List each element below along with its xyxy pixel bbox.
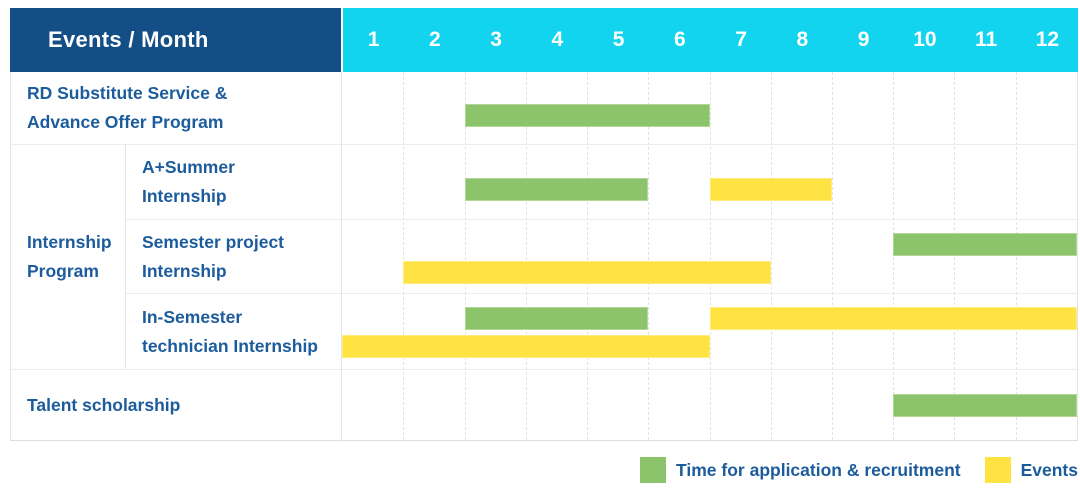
row-label-line: Internship xyxy=(142,185,227,206)
table-body: RD Substitute Service & Advance Offer Pr… xyxy=(10,72,1078,441)
row-semester-project-internship: Semester project Internship xyxy=(126,219,1077,295)
application-recruitment-bar xyxy=(893,394,1077,417)
legend-events-label: Events xyxy=(1020,459,1078,480)
row-label-line: In-Semester xyxy=(142,306,243,327)
row-label: A+Summer Internship xyxy=(126,145,342,219)
legend-application-swatch-icon xyxy=(640,457,667,483)
events-bar xyxy=(403,260,771,284)
row-label: Semester project Internship xyxy=(126,219,342,294)
application-recruitment-bar xyxy=(464,307,649,331)
timeline-in-semester xyxy=(342,294,1077,369)
month-label: 9 xyxy=(857,28,870,51)
events-bar xyxy=(709,178,832,201)
group-label-line: Internship xyxy=(27,232,112,252)
row-talent-scholarship: Talent scholarship xyxy=(11,370,1077,441)
month-label: 6 xyxy=(674,28,686,51)
row-label: Talent scholarship xyxy=(11,370,342,441)
timeline-rd-substitute xyxy=(342,72,1077,144)
month-label: 11 xyxy=(975,28,998,51)
row-label-line: RD Substitute Service & xyxy=(27,83,228,103)
row-label-line: Talent scholarship xyxy=(27,395,181,415)
legend-events-swatch-icon xyxy=(984,457,1011,483)
row-label: In-Semester technician Internship xyxy=(126,294,342,369)
month-label: 10 xyxy=(913,28,937,51)
row-rd-substitute: RD Substitute Service & Advance Offer Pr… xyxy=(11,72,1077,145)
group-internship-program: Internship Program A+Summer Internship xyxy=(11,145,1077,370)
row-in-semester-internship: In-Semester technician Internship xyxy=(126,294,1077,369)
header-divider xyxy=(341,8,343,72)
group-label-line: Program xyxy=(27,261,99,281)
month-label: 4 xyxy=(551,28,564,51)
month-label: 12 xyxy=(1035,28,1060,51)
timeline-a-summer xyxy=(342,145,1077,219)
month-label: 8 xyxy=(796,28,809,51)
legend: Time for application & recruitment Event… xyxy=(640,456,1078,484)
row-label-line: Semester project xyxy=(142,231,285,252)
month-label: 7 xyxy=(735,28,747,51)
timeline-semester-project xyxy=(342,220,1077,294)
application-recruitment-bar xyxy=(464,178,649,201)
events-bar xyxy=(709,307,1077,331)
month-header-row: 1 2 3 4 5 6 7 8 9 10 11 12 xyxy=(343,8,1078,72)
timeline-talent xyxy=(342,370,1077,441)
month-label: 5 xyxy=(612,28,625,51)
month-label: 2 xyxy=(429,28,441,51)
events-bar xyxy=(342,335,710,359)
row-label-line: Advance Offer Program xyxy=(27,112,224,132)
application-recruitment-bar xyxy=(464,104,710,127)
month-label: 3 xyxy=(490,28,502,51)
row-label-line: Internship xyxy=(142,260,227,281)
row-label: RD Substitute Service & Advance Offer Pr… xyxy=(11,72,342,144)
month-label: 1 xyxy=(367,28,380,51)
row-a-summer-internship: A+Summer Internship xyxy=(126,145,1077,220)
group-label: Internship Program xyxy=(11,145,126,369)
legend-application-label: Time for application & recruitment xyxy=(676,459,961,480)
row-label-line: technician Internship xyxy=(142,335,318,356)
header-title: Events / Month xyxy=(10,8,341,72)
events-month-table: Events / Month 1 2 3 4 5 6 7 8 9 10 11 1… xyxy=(10,8,1078,441)
table-header: Events / Month 1 2 3 4 5 6 7 8 9 10 11 1… xyxy=(10,8,1078,72)
application-recruitment-bar xyxy=(893,232,1077,256)
row-label-line: A+Summer xyxy=(142,156,235,177)
